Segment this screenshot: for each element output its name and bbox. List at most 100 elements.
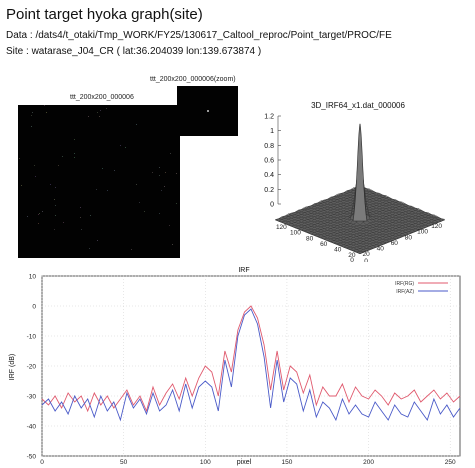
y-tick-label: -20	[27, 364, 37, 371]
image-speckle	[44, 105, 45, 106]
image-speckle	[159, 167, 160, 168]
surface-mesh-line	[337, 210, 422, 244]
surface-plot: 3D_IRF64_x1.dat_000006 1.2 1 0.8 0.6 0.4 0.2 0…	[264, 101, 446, 262]
image-speckle	[125, 147, 126, 148]
plot-frame	[41, 275, 461, 457]
surface-mesh-line	[275, 185, 361, 220]
x-tick-label: 250	[445, 459, 456, 466]
surface-mesh-line	[353, 216, 439, 251]
image-speckle	[136, 124, 137, 125]
surface-z-tick-label: 0	[270, 202, 274, 209]
surface-z-tick-label: 0.8	[264, 143, 274, 150]
surface-mesh-line	[311, 199, 396, 235]
image-speckle	[46, 112, 47, 113]
surface-x-tick-label: 80	[405, 234, 413, 241]
surface-z-tick-label: 0.4	[264, 172, 274, 179]
image-speckle	[164, 186, 165, 187]
surface-mesh-line	[356, 218, 442, 253]
surface-x-tick-label: 60	[391, 240, 399, 247]
image-speckle	[74, 139, 75, 140]
full-image	[18, 105, 180, 258]
y-tick-label: -30	[27, 394, 37, 401]
surface-y-tick-label: 120	[276, 224, 287, 231]
image-speckle	[54, 229, 55, 230]
image-speckle	[90, 215, 91, 216]
surface-mesh-line	[304, 197, 390, 231]
image-speckle	[55, 187, 56, 188]
image-speckle	[176, 203, 177, 204]
surface-mesh-line	[359, 219, 445, 255]
image-speckle	[165, 172, 166, 173]
image-speckle	[63, 222, 64, 223]
image-speckle	[88, 116, 89, 117]
data-path-line: Data : /dats4/t_otaki/Tmp_WORK/FY25/1306…	[6, 30, 392, 41]
image-speckle	[139, 202, 140, 203]
image-speckle	[62, 156, 63, 157]
y-tick-label: 0	[32, 304, 36, 311]
surface-mesh-line	[281, 188, 367, 223]
legend-label: IRF(AZ)	[396, 289, 414, 295]
zoom-target-dot	[207, 110, 209, 112]
surface-z-tick-label: 1	[270, 128, 274, 135]
irf-chart: IRF IRF (dB) pixel 100-10-20-30-40-500 50…	[9, 267, 461, 466]
surface-z-tick-label: 0.2	[264, 187, 274, 194]
x-tick-label: 200	[363, 459, 374, 466]
surface-mesh-line	[307, 198, 393, 233]
image-speckle	[55, 215, 56, 216]
surface-x-tick-label: 100	[417, 229, 428, 236]
series-line-1	[41, 305, 461, 413]
image-speckle	[42, 211, 43, 212]
image-speckle	[99, 116, 100, 117]
y-axis-label: IRF (dB)	[9, 354, 16, 380]
image-speckle	[21, 185, 22, 186]
image-speckle	[161, 190, 162, 191]
image-speckle	[55, 205, 56, 206]
image-speckle	[38, 223, 39, 224]
image-speckle	[38, 214, 39, 215]
image-speckle	[159, 175, 160, 176]
image-speckle	[136, 184, 137, 185]
image-speckle	[169, 225, 170, 226]
surface-mesh-line	[301, 195, 387, 231]
legend-label: IRF(RG)	[395, 281, 414, 287]
image-speckle	[39, 213, 40, 214]
image-speckle	[89, 248, 90, 249]
surface-x-tick-label: 120	[431, 223, 442, 230]
image-speckle	[159, 213, 160, 214]
image-speckle	[172, 244, 173, 245]
image-speckle	[31, 126, 32, 127]
surface-mesh-line	[350, 214, 435, 250]
x-tick-label: 0	[40, 459, 44, 466]
image-speckle	[176, 173, 177, 174]
surface-y-tick-label: 100	[290, 230, 301, 237]
surface-mesh-line	[340, 211, 426, 246]
surface-mesh-line	[333, 208, 419, 244]
y-tick-label: -40	[27, 424, 37, 431]
image-speckle	[120, 145, 121, 146]
image-speckle	[27, 216, 28, 217]
image-speckle	[96, 189, 97, 190]
chart-title: IRF	[238, 267, 249, 274]
surface-y-tick-label: 80	[306, 235, 314, 242]
image-speckle	[32, 112, 33, 113]
y-tick-label: -50	[27, 454, 37, 461]
surface-y-tick-label: 20	[348, 252, 356, 259]
image-speckle	[131, 249, 132, 250]
image-speckle	[81, 229, 82, 230]
x-tick-label: 100	[200, 459, 211, 466]
image-speckle	[50, 184, 51, 185]
image-speckle	[54, 199, 55, 200]
y-tick-label: -10	[27, 334, 37, 341]
surface-mesh-line	[327, 206, 413, 242]
y-tick-label: 10	[29, 274, 37, 281]
zoom-image-caption: ttt_200x200_000006(zoom)	[150, 76, 236, 83]
image-speckle	[100, 110, 101, 111]
surface-y-tick-label: 0	[364, 258, 368, 262]
image-speckle	[106, 108, 107, 109]
image-speckle	[152, 172, 153, 173]
image-speckle	[102, 168, 103, 169]
image-speckle	[170, 153, 171, 154]
x-tick-label: 150	[281, 459, 292, 466]
image-speckle	[34, 165, 35, 166]
image-speckle	[31, 115, 32, 116]
